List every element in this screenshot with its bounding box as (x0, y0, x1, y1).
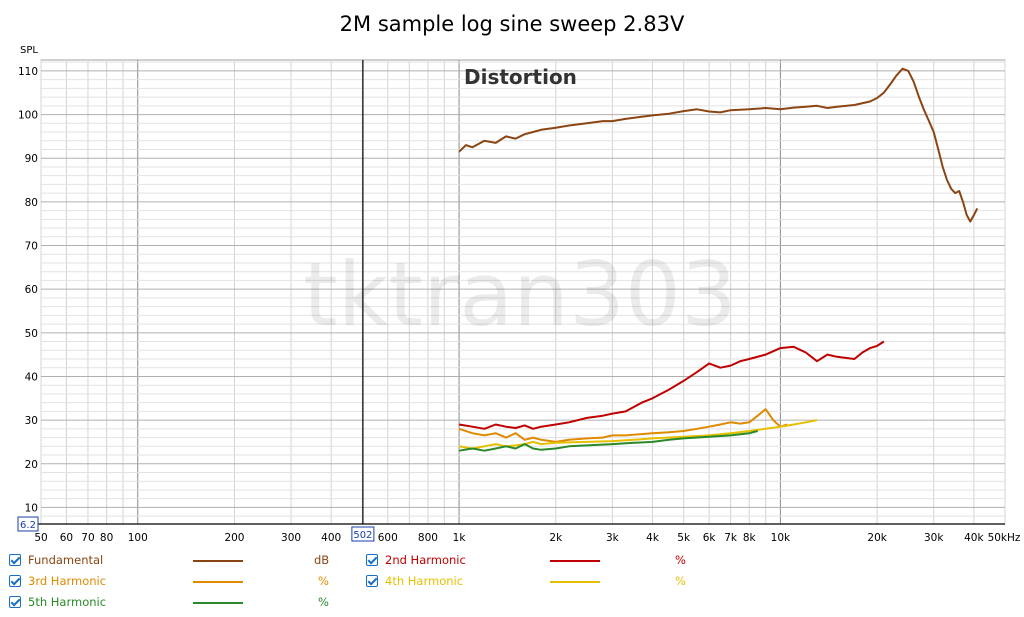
legend-unit-4th-harmonic: % (675, 574, 686, 588)
y-tick-label: 40 (25, 371, 38, 383)
x-tick-label: 800 (418, 532, 438, 544)
legend-label-5th-harmonic: 5th Harmonic (28, 595, 107, 609)
checkbox-4th-harmonic[interactable] (366, 575, 378, 587)
legend-label-fundamental: Fundamental (28, 553, 104, 567)
legend-item-4th-harmonic[interactable]: 4th Harmonic % (366, 574, 706, 592)
x-tick-label: 20k (867, 532, 887, 544)
x-tick-label: 30k (924, 532, 944, 544)
watermark: tktran303 (303, 243, 737, 346)
legend-item-5th-harmonic[interactable]: 5th Harmonic % (9, 595, 349, 613)
y-tick-label: 50 (25, 328, 38, 340)
x-tick-labels: 50 60 70 80 100 200 300 400 600 800 1k 2k 3k 4k 5k 6k 7k… (34, 532, 984, 544)
x-tick-label: 4k (646, 532, 660, 544)
x-tick-label: 8k (743, 532, 757, 544)
x-tick-label: 300 (281, 532, 301, 544)
legend-item-2nd-harmonic[interactable]: 2nd Harmonic % (366, 553, 706, 571)
x-tick-label: 400 (321, 532, 341, 544)
checkbox-2nd-harmonic[interactable] (366, 554, 378, 566)
x-tick-label: 200 (224, 532, 244, 544)
x-tick-label: 2k (549, 532, 563, 544)
cursor-x-readout: 502 (353, 530, 372, 541)
y-tick-label: 20 (25, 459, 38, 471)
cursor-y-readout: 6.2 (20, 520, 36, 531)
x-tick-label: 6k (703, 532, 717, 544)
y-tick-label: 60 (25, 284, 38, 296)
chart-title: 2M sample log sine sweep 2.83V (340, 12, 685, 36)
legend: Fundamental dB 2nd Harmonic % 3rd Harmon… (0, 548, 1024, 617)
legend-unit-fundamental: dB (314, 553, 330, 567)
y-tick-label: 10 (25, 502, 38, 514)
grid (40, 60, 1006, 524)
legend-label-4th-harmonic: 4th Harmonic (385, 574, 464, 588)
series-line-5th-harmonic (458, 430, 758, 452)
cursor-y-readout-box[interactable] (17, 516, 39, 532)
checkbox-3rd-harmonic[interactable] (9, 575, 21, 587)
legend-item-fundamental[interactable]: Fundamental dB (9, 553, 349, 571)
legend-swatch-fundamental (193, 560, 243, 562)
legend-label-2nd-harmonic: 2nd Harmonic (385, 553, 466, 567)
x-tick-label: 10k (771, 532, 791, 544)
x-tick-label: 100 (128, 532, 148, 544)
legend-swatch-5th-harmonic (193, 602, 243, 604)
x-tick-label: 60 (60, 532, 73, 544)
series-line-2nd-harmonic (458, 340, 885, 430)
x-tick-label: 70 (81, 532, 94, 544)
x-tick-label: 600 (378, 532, 398, 544)
checkbox-fundamental[interactable] (9, 554, 21, 566)
y-tick-label: 90 (25, 153, 38, 165)
checkbox-5th-harmonic[interactable] (9, 596, 21, 608)
series-line-3rd-harmonic (458, 408, 788, 443)
cursor-layer[interactable]: 502 6.2 (17, 60, 1005, 542)
legend-unit-2nd-harmonic: % (675, 553, 686, 567)
x-tick-label: 50 (34, 532, 47, 544)
legend-swatch-2nd-harmonic (550, 560, 600, 562)
series-layer (458, 67, 979, 452)
y-tick-label: 110 (18, 66, 38, 78)
cursor-x-readout-box[interactable] (351, 526, 375, 542)
legend-unit-5th-harmonic: % (318, 595, 329, 609)
x-unit-label: 50kHz (988, 532, 1021, 544)
legend-label-3rd-harmonic: 3rd Harmonic (28, 574, 107, 588)
legend-swatch-4th-harmonic (550, 581, 600, 583)
distortion-chart: 2M sample log sine sweep 2.83V SPL tktra… (17, 12, 1021, 544)
legend-item-3rd-harmonic[interactable]: 3rd Harmonic % (9, 574, 349, 592)
legend-swatch-3rd-harmonic (193, 581, 243, 583)
x-tick-label: 1k (453, 532, 467, 544)
x-tick-label: 7k (724, 532, 738, 544)
y-axis-label: SPL (20, 45, 38, 56)
x-tick-label: 3k (606, 532, 620, 544)
y-tick-label: 30 (25, 415, 38, 427)
y-tick-label: 100 (18, 110, 38, 122)
x-tick-label: 80 (100, 532, 113, 544)
series-line-4th-harmonic (458, 419, 818, 450)
x-tick-label: 40k (964, 532, 984, 544)
legend-unit-3rd-harmonic: % (318, 574, 329, 588)
y-tick-label: 80 (25, 197, 38, 209)
distortion-annotation: Distortion (464, 65, 577, 89)
y-tick-labels: 10 20 30 40 50 60 70 80 90 100 110 (18, 66, 38, 515)
x-tick-label: 5k (677, 532, 691, 544)
series-line-fundamental (458, 67, 979, 223)
y-tick-label: 70 (25, 241, 38, 253)
